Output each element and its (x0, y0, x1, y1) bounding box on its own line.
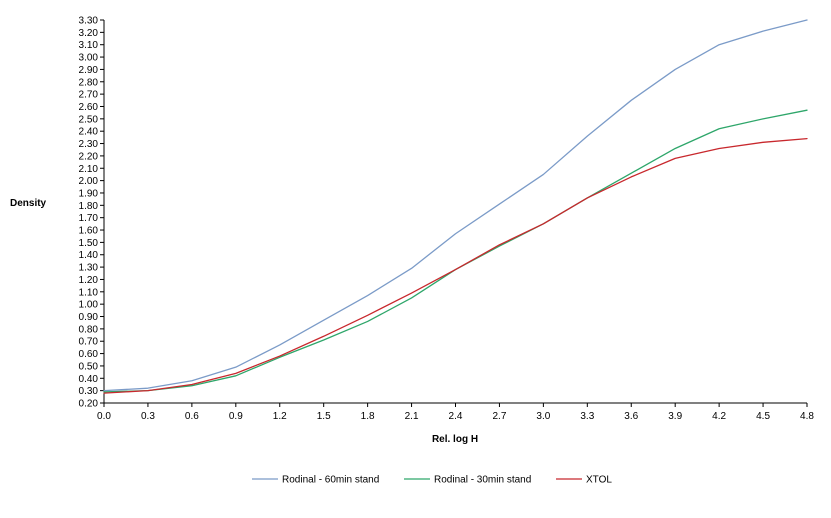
legend-label-1: Rodinal - 60min stand (282, 475, 379, 486)
x-tick-label: 0.0 (97, 411, 111, 422)
y-tick-label: 1.10 (79, 287, 99, 298)
y-tick-label: 3.30 (79, 16, 99, 27)
x-tick-label: 1.8 (361, 411, 375, 422)
y-tick-label: 2.80 (79, 77, 99, 88)
x-tick-label: 3.3 (580, 411, 594, 422)
y-tick-label: 1.20 (79, 275, 99, 286)
y-tick-label: 1.90 (79, 188, 99, 199)
x-tick-label: 4.5 (756, 411, 770, 422)
x-tick-label: 3.9 (668, 411, 682, 422)
y-tick-label: 2.20 (79, 151, 99, 162)
y-tick-label: 1.40 (79, 250, 99, 261)
y-tick-label: 2.90 (79, 65, 99, 76)
y-tick-label: 0.80 (79, 324, 99, 335)
y-tick-label: 1.30 (79, 263, 99, 274)
y-tick-label: 2.40 (79, 127, 99, 138)
y-tick-label: 1.60 (79, 226, 99, 237)
x-tick-label: 3.6 (624, 411, 638, 422)
legend: Rodinal - 60min stand Rodinal - 30min sta… (252, 475, 612, 486)
y-tick-label: 0.50 (79, 361, 99, 372)
y-tick-label: 0.20 (79, 399, 99, 410)
y-axis: 0.20 0.300.40 0.500.600.70 0.800.901.00 1.10… (79, 16, 105, 410)
series-line-3 (103, 137, 808, 394)
y-tick-label: 3.00 (79, 53, 99, 64)
y-tick-label: 0.40 (79, 374, 99, 385)
series-line-1 (103, 19, 808, 392)
x-tick-label: 0.9 (229, 411, 243, 422)
y-tick-label: 3.20 (79, 28, 99, 39)
x-axis: 0.0 0.3 0.6 0.9 1.2 1.5 1.8 2.1 2.4 2.7 3.0 3.3 3.6 3… (97, 402, 814, 422)
x-tick-label: 4.2 (712, 411, 726, 422)
y-tick-label: 3.10 (79, 40, 99, 51)
x-tick-label: 0.3 (141, 411, 155, 422)
y-tick-label: 2.60 (79, 102, 99, 113)
x-axis-title: Rel. log H (432, 434, 478, 445)
x-tick-label: 1.2 (273, 411, 287, 422)
y-tick-label: 0.60 (79, 349, 99, 360)
y-tick-label: 1.00 (79, 300, 99, 311)
y-tick-label: 0.90 (79, 312, 99, 323)
y-tick-label: 1.70 (79, 213, 99, 224)
y-tick-label: 2.30 (79, 139, 99, 150)
y-tick-label: 1.80 (79, 201, 99, 212)
y-tick-label: 1.50 (79, 238, 99, 249)
y-tick-label: 2.70 (79, 90, 99, 101)
x-tick-label: 0.6 (185, 411, 199, 422)
x-tick-label: 1.5 (317, 411, 331, 422)
x-tick-label: 2.4 (449, 411, 463, 422)
x-tick-label: 4.8 (800, 411, 814, 422)
legend-label-3: XTOL (586, 475, 612, 486)
x-tick-label: 3.0 (536, 411, 550, 422)
y-tick-label: 2.10 (79, 164, 99, 175)
y-tick-label: 2.00 (79, 176, 99, 187)
y-tick-label: 0.70 (79, 337, 99, 348)
series-lines (103, 19, 808, 394)
y-tick-label: 0.30 (79, 386, 99, 397)
x-tick-label: 2.7 (492, 411, 506, 422)
y-tick-label: 2.50 (79, 114, 99, 125)
legend-label-2: Rodinal - 30min stand (434, 475, 531, 486)
x-tick-label: 2.1 (405, 411, 419, 422)
y-axis-title: Density (10, 198, 47, 209)
